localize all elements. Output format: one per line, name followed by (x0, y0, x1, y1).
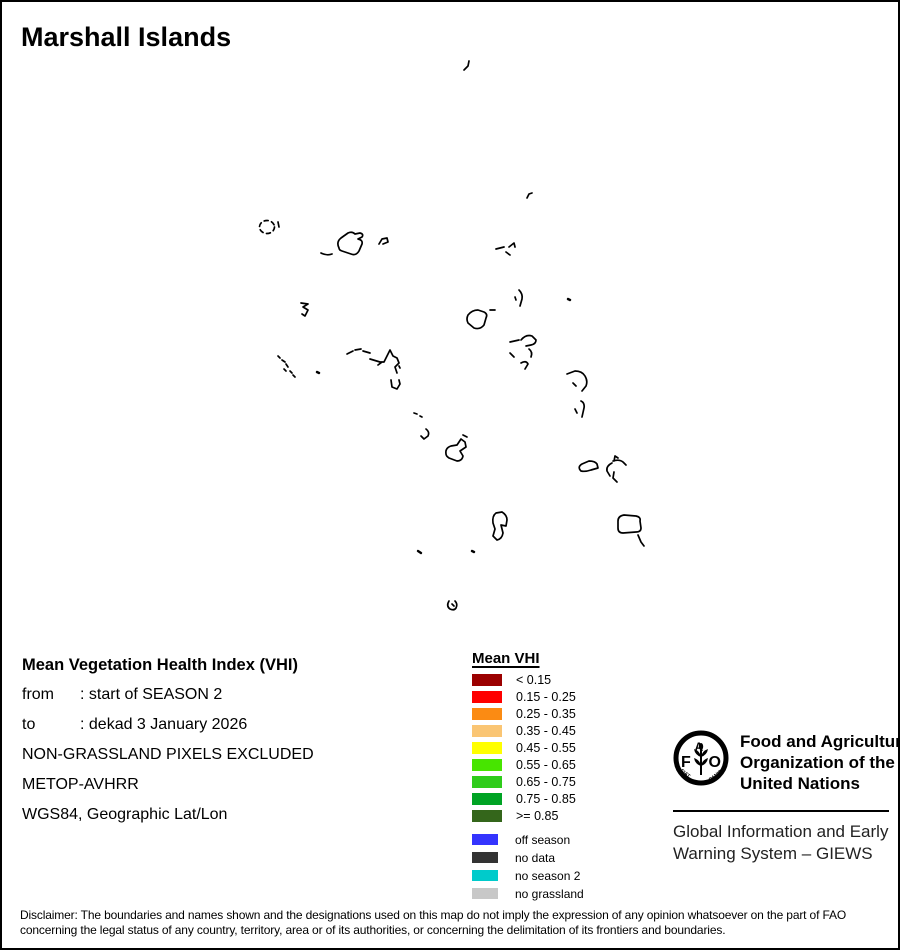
vhi-legend: Mean VHI < 0.15 0.15 - 0.25 0.25 - 0.35 … (472, 650, 584, 906)
legend-row: 0.55 - 0.65 (472, 758, 584, 772)
disclaimer-line: Disclaimer: The boundaries and names sho… (20, 908, 846, 922)
legend-row: < 0.15 (472, 673, 584, 687)
info-from-line: from : start of SEASON 2 (22, 680, 314, 710)
legend-row: 0.15 - 0.25 (472, 690, 584, 704)
legend-label: no season 2 (515, 868, 581, 883)
legend-swatch (472, 793, 502, 805)
page-title: Marshall Islands (21, 22, 232, 52)
legend-swatch (472, 759, 502, 771)
fao-org-line: Food and Agriculture (740, 732, 900, 751)
legend-swatch (472, 691, 502, 703)
legend-row: 0.35 - 0.45 (472, 724, 584, 738)
disclaimer: Disclaimer: The boundaries and names sho… (20, 908, 892, 938)
from-value: : start of SEASON 2 (80, 686, 223, 703)
legend-swatch (472, 674, 502, 686)
projection-note: WGS84, Geographic Lat/Lon (22, 806, 228, 823)
fao-org-line: United Nations (740, 774, 860, 793)
legend-label: 0.55 - 0.65 (516, 758, 576, 772)
giews-line: Warning System – GIEWS (673, 844, 873, 863)
legend-swatch (472, 870, 498, 881)
legend-row: off season (472, 832, 584, 847)
legend-swatch (472, 725, 502, 737)
vhi-legend-title: Mean VHI (472, 650, 540, 667)
legend-swatch (472, 888, 498, 899)
legend-row: 0.45 - 0.55 (472, 741, 584, 755)
sensor-note: METOP-AVHRR (22, 776, 139, 793)
legend-swatch (472, 852, 498, 863)
legend-row: no grassland (472, 886, 584, 901)
legend-label: no data (515, 850, 556, 865)
legend-row: 0.75 - 0.85 (472, 792, 584, 806)
legend-label: 0.15 - 0.25 (516, 690, 576, 704)
disclaimer-line: concerning the legal status of any count… (20, 923, 726, 937)
legend-swatch (472, 708, 502, 720)
legend-label: 0.45 - 0.55 (516, 741, 576, 755)
fao-logo-icon: F A O FIAT PANIS (673, 730, 729, 786)
non-grassland-note: NON-GRASSLAND PIXELS EXCLUDED (22, 746, 314, 763)
legend-label: off season (515, 832, 571, 847)
fao-org-name: Food and Agriculture Organization of the… (740, 729, 900, 794)
legend-row: 0.25 - 0.35 (472, 707, 584, 721)
legend-label: 0.65 - 0.75 (516, 775, 576, 789)
vhi-heading: Mean Vegetation Health Index (VHI) (22, 656, 298, 674)
fao-org-line: Organization of the (740, 753, 895, 772)
legend-swatch (472, 834, 498, 845)
legend-row: 0.65 - 0.75 (472, 775, 584, 789)
legend-label: >= 0.85 (516, 809, 559, 823)
legend-row: >= 0.85 (472, 809, 584, 823)
legend-swatch (472, 810, 502, 822)
fao-divider (673, 810, 889, 812)
legend-label: no grassland (515, 886, 584, 901)
legend-label: 0.35 - 0.45 (516, 724, 576, 738)
legend-label: < 0.15 (516, 673, 552, 687)
wheat-icon (694, 743, 708, 775)
to-label: to (22, 716, 36, 733)
fao-letter-f: F (681, 754, 691, 771)
legend-swatch (472, 742, 502, 754)
marshall-islands-map (258, 60, 645, 611)
legend-swatch (472, 776, 502, 788)
legend-label: 0.75 - 0.85 (516, 792, 576, 806)
info-to-line: to : dekad 3 January 2026 (22, 710, 314, 740)
legend-row: no season 2 (472, 868, 584, 883)
atoll-outlines (258, 60, 645, 611)
from-label: from (22, 686, 54, 703)
fao-footer: F A O FIAT PANIS Food and Agriculture Or… (673, 729, 898, 865)
giews-name: Global Information and Early Warning Sys… (673, 821, 891, 865)
fao-letter-o: O (709, 754, 721, 771)
to-value: : dekad 3 January 2026 (80, 716, 248, 733)
legend-row: no data (472, 850, 584, 865)
legend-label: 0.25 - 0.35 (516, 707, 576, 721)
vhi-class-rows: < 0.15 0.15 - 0.25 0.25 - 0.35 0.35 - 0.… (472, 673, 584, 823)
fiat-motto: FIAT (679, 768, 691, 779)
fao-header: F A O FIAT PANIS Food and Agriculture Or… (673, 729, 898, 794)
vhi-extra-rows: off season no data no season 2 no grassl… (472, 832, 584, 901)
map-info-block: Mean Vegetation Health Index (VHI) from:… (22, 650, 314, 830)
giews-line: Global Information and Early (673, 822, 889, 841)
